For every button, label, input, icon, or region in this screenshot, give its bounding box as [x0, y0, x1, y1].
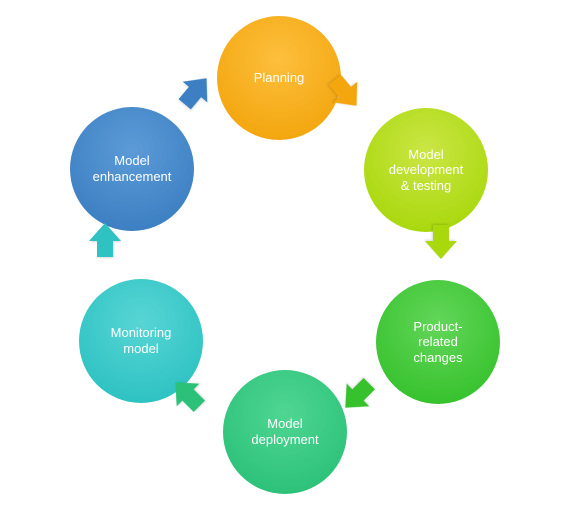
node-label: Model deployment — [251, 416, 318, 447]
node-dev-test: Model development & testing — [364, 108, 488, 232]
arrow-icon — [167, 64, 223, 120]
node-prod-changes: Product- related changes — [376, 280, 500, 404]
node-label: Model enhancement — [93, 153, 172, 184]
arrow-icon — [421, 221, 461, 261]
arrow-icon — [85, 221, 125, 261]
node-label: Model development & testing — [389, 147, 463, 194]
node-enhancement: Model enhancement — [70, 107, 194, 231]
node-label: Monitoring model — [111, 325, 172, 356]
node-label: Planning — [254, 70, 305, 86]
node-deployment: Model deployment — [223, 370, 347, 494]
node-planning: Planning — [217, 16, 341, 140]
node-label: Product- related changes — [413, 319, 462, 366]
cycle-diagram: Planning Model development & testing Pro… — [0, 0, 579, 508]
